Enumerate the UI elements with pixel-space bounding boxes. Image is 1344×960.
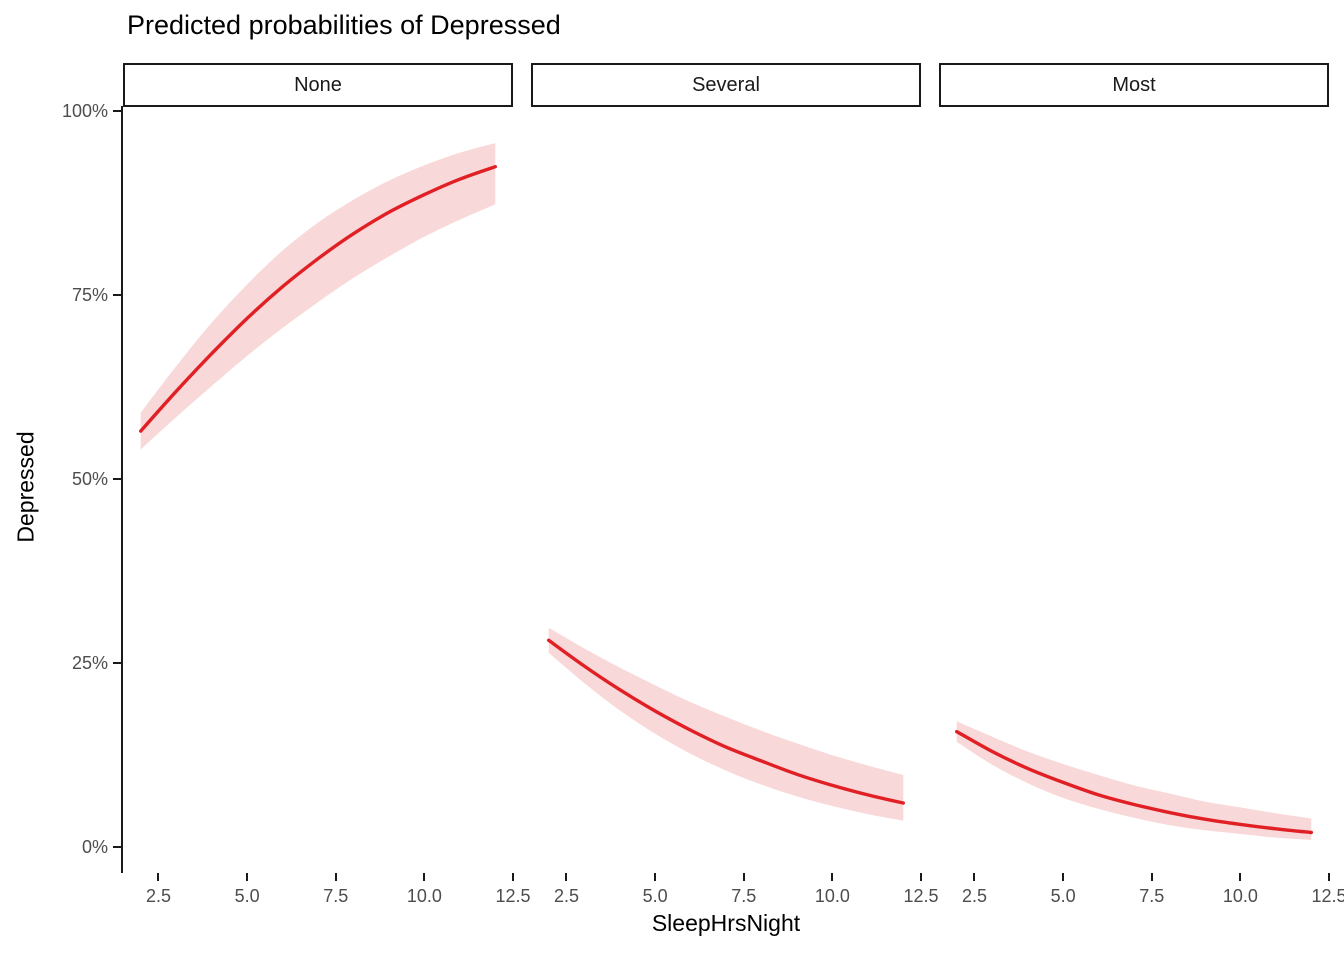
x-tick-label: 10.0 [1222, 886, 1258, 906]
x-tick-mark [654, 873, 657, 881]
x-tick-mark [1239, 873, 1242, 881]
x-tick-label: 7.5 [731, 886, 757, 906]
x-tick-label: 5.0 [642, 886, 668, 906]
y-tick-mark [113, 109, 121, 112]
y-tick-label: 75% [71, 284, 108, 305]
facet-panel-none [123, 107, 513, 873]
x-tick-mark [920, 873, 922, 881]
x-tick-label: 7.5 [1139, 886, 1165, 906]
y-tick-label: 25% [71, 653, 108, 674]
x-tick-label: 2.5 [145, 886, 171, 906]
x-tick-mark [334, 873, 337, 881]
plot-title: Predicted probabilities of Depressed [127, 10, 561, 40]
y-tick-label: 0% [81, 837, 108, 858]
y-axis-title: Depressed [12, 431, 39, 543]
x-tick-mark [512, 873, 514, 881]
x-tick-label: 10.0 [406, 886, 442, 906]
facet-plot-area [547, 627, 905, 821]
x-tick-mark [1328, 873, 1330, 881]
y-tick-mark [113, 662, 121, 665]
x-axis-title: SleepHrsNight [651, 910, 801, 936]
y-axis-line [121, 106, 123, 873]
y-tick-mark [113, 477, 121, 480]
x-tick-label: 5.0 [1050, 886, 1076, 906]
x-tick-mark [1062, 873, 1065, 881]
x-tick-mark [565, 873, 568, 881]
x-tick-label: 5.0 [234, 886, 260, 906]
confidence-ribbon [548, 627, 904, 821]
prediction-line [139, 165, 497, 433]
y-tick-label: 100% [61, 100, 108, 121]
facet-strip-most: Most [939, 63, 1329, 107]
facet-panel-most [939, 107, 1329, 873]
x-tick-label: 12.5 [495, 886, 531, 906]
x-tick-mark [742, 873, 745, 881]
x-tick-mark [831, 873, 834, 881]
x-tick-label: 2.5 [961, 886, 987, 906]
facet-strip-several: Several [531, 63, 921, 107]
facet-strip-label: None [294, 73, 342, 96]
facet-plot-area [955, 721, 1313, 840]
y-tick-label: 50% [71, 468, 108, 489]
confidence-ribbon [140, 143, 496, 450]
confidence-ribbon [956, 721, 1312, 840]
x-tick-label: 2.5 [553, 886, 579, 906]
x-tick-mark [423, 873, 426, 881]
facet-plot-area [139, 143, 497, 450]
x-tick-label: 7.5 [323, 886, 349, 906]
y-tick-mark [113, 293, 121, 296]
x-tick-mark [1150, 873, 1153, 881]
x-tick-label: 12.5 [903, 886, 939, 906]
facet-strip-none: None [123, 63, 513, 107]
facet-panel-several [531, 107, 921, 873]
prediction-line [955, 729, 1313, 835]
x-tick-label: 10.0 [814, 886, 850, 906]
prediction-line [547, 638, 905, 805]
facet-strip-label: Several [692, 73, 760, 96]
x-tick-mark [973, 873, 976, 881]
y-tick-mark [113, 846, 121, 849]
x-tick-label: 12.5 [1311, 886, 1344, 906]
x-tick-mark [246, 873, 249, 881]
facet-strip-label: Most [1112, 73, 1156, 96]
x-tick-mark [157, 873, 160, 881]
